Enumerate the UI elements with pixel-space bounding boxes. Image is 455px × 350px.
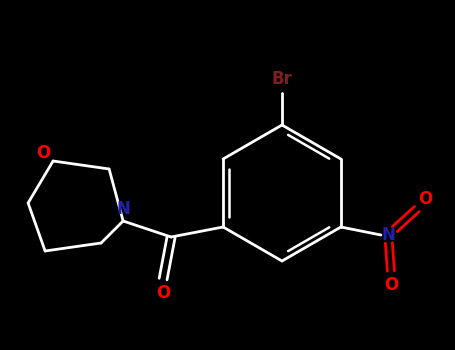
Text: N: N xyxy=(382,226,396,244)
Text: O: O xyxy=(418,190,432,208)
Text: O: O xyxy=(36,144,50,162)
Text: O: O xyxy=(156,284,170,302)
Text: O: O xyxy=(384,276,398,294)
Text: N: N xyxy=(116,200,130,218)
Text: Br: Br xyxy=(272,70,293,88)
